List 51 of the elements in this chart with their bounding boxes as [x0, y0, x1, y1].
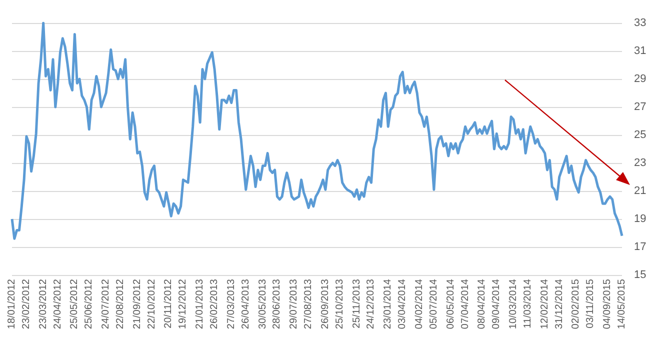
x-tick-label: 20/11/2012 [163, 278, 174, 328]
x-tick-label: 25/06/2012 [84, 278, 95, 330]
x-tick-label: 19/12/2012 [178, 278, 189, 330]
line-series [10, 22, 624, 240]
x-tick-label: 14/05/2015 [616, 278, 628, 330]
x-tick-label: 21/01/2013 [194, 278, 206, 330]
x-tick-label: 03/04/2014 [397, 278, 408, 330]
y-tick-label: 17 [634, 241, 646, 253]
x-tick-label: 12/02/2014 [539, 278, 550, 330]
x-tick-label: 24/04/2012 [52, 278, 64, 330]
x-tick-label: 07/04/2014 [460, 278, 471, 330]
x-tick-label: 27/08/2013 [303, 278, 314, 330]
x-tick-label: 22/10/2012 [146, 278, 158, 330]
x-tick-label: 31/12/2014 [554, 278, 565, 330]
x-tick-label: 26/04/2013 [240, 278, 252, 330]
x-tick-label: 25/05/2012 [69, 278, 80, 330]
x-tick-label: 23/02/2012 [20, 278, 32, 330]
x-tick-label: 26/02/2013 [209, 278, 220, 330]
x-tick-label: 04/02/2014 [414, 278, 425, 330]
x-tick-label: 28/06/2013 [272, 278, 283, 330]
x-tick-label: 29/07/2013 [288, 278, 300, 330]
x-tick-label: 04/09/2015 [602, 278, 614, 330]
x-tick-label: 24/12/2013 [366, 278, 377, 330]
x-tick-label: 09/04/2014 [491, 278, 502, 330]
x-tick-label: 06/05/2014 [445, 278, 456, 330]
x-tick-label: 18/01/2012 [6, 278, 18, 330]
x-tick-label: 22/08/2012 [115, 278, 126, 330]
y-tick-label: 27 [634, 101, 646, 113]
y-tick-label: 21 [634, 185, 646, 197]
y-tick-label: 29 [634, 73, 646, 85]
x-tick-label: 30/05/2013 [257, 278, 268, 330]
x-tick-label: 05/07/2014 [428, 278, 440, 330]
x-tick-label: 25/11/2013 [351, 278, 362, 328]
y-tick-label: 23 [634, 157, 646, 169]
x-tick-label: 23/03/2012 [38, 278, 49, 330]
x-tick-label: 25/10/2013 [334, 278, 346, 330]
x-tick-label: 21/09/2012 [132, 278, 143, 330]
y-tick-label: 33 [634, 17, 646, 29]
x-tick-label: 11/03/2014 [522, 278, 534, 328]
x-tick-label: 23/01/2014 [382, 278, 394, 330]
x-tick-label: 08/04/2014 [476, 278, 488, 330]
x-tick-label: 26/09/2013 [320, 278, 331, 330]
y-tick-label: 19 [634, 213, 646, 225]
x-tick-label: 10/03/2014 [508, 278, 519, 330]
x-tick-label: 03/11/2015 [585, 278, 596, 328]
x-tick-label: 02/02/2015 [570, 278, 582, 330]
y-tick-label: 15 [634, 269, 646, 281]
y-tick-label: 25 [634, 129, 646, 141]
x-tick-label: 24/07/2012 [100, 278, 112, 330]
y-tick-label: 31 [634, 45, 646, 57]
x-tick-label: 27/03/2013 [226, 278, 237, 330]
